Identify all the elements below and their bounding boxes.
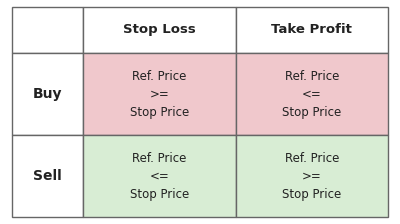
Text: Ref. Price
>=
Stop Price: Ref. Price >= Stop Price <box>130 70 189 118</box>
Bar <box>12 7 84 53</box>
Bar <box>236 53 388 135</box>
Text: Take Profit: Take Profit <box>272 23 352 36</box>
Bar <box>12 135 84 217</box>
Text: Ref. Price
<=
Stop Price: Ref. Price <= Stop Price <box>130 152 189 201</box>
Text: Ref. Price
>=
Stop Price: Ref. Price >= Stop Price <box>282 152 342 201</box>
Bar <box>84 135 236 217</box>
Text: Buy: Buy <box>33 87 62 101</box>
Bar <box>84 7 236 53</box>
Bar <box>236 135 388 217</box>
Text: Ref. Price
<=
Stop Price: Ref. Price <= Stop Price <box>282 70 342 118</box>
Bar <box>12 53 84 135</box>
Text: Stop Loss: Stop Loss <box>123 23 196 36</box>
Bar <box>236 7 388 53</box>
Bar <box>84 53 236 135</box>
Text: Sell: Sell <box>33 169 62 183</box>
